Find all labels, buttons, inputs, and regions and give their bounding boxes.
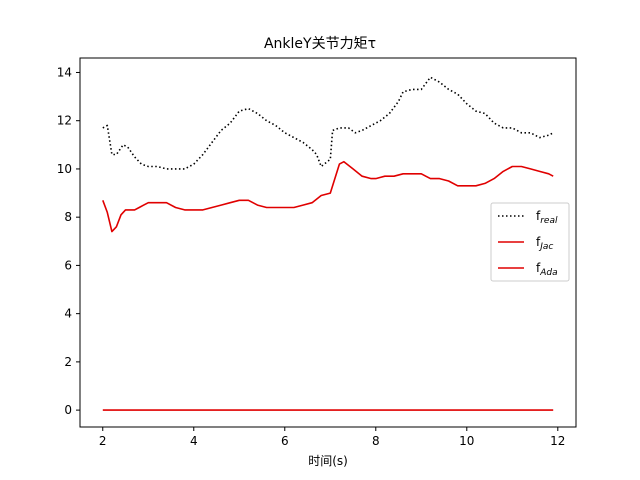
legend-box (490, 202, 570, 282)
x-axis-ticks: 2 4 6 8 10 12 (99, 427, 565, 448)
y-axis-ticks: 0 2 4 6 8 10 12 14 (57, 65, 80, 417)
x-axis-label: 时间(s) (308, 454, 348, 468)
x-tick-label: 2 (99, 434, 107, 448)
x-tick-label: 6 (281, 434, 289, 448)
series-layer (102, 76, 554, 411)
y-tick-label: 6 (64, 258, 72, 272)
y-tick-label: 2 (64, 355, 72, 369)
x-tick-label: 8 (372, 434, 380, 448)
y-tick-label: 8 (64, 210, 72, 224)
y-tick-label: 4 (64, 307, 72, 321)
y-tick-label: 12 (57, 114, 72, 128)
series-line-jac (102, 160, 554, 233)
x-tick-label: 12 (550, 434, 565, 448)
y-tick-label: 10 (57, 162, 72, 176)
y-tick-label: 14 (57, 65, 72, 79)
chart-title: AnkleY关节力矩τ (264, 36, 376, 52)
series-line-real (102, 76, 554, 170)
y-tick-label: 0 (64, 403, 72, 417)
plot-frame (79, 57, 577, 428)
x-tick-label: 10 (459, 434, 474, 448)
x-tick-label: 4 (190, 434, 198, 448)
